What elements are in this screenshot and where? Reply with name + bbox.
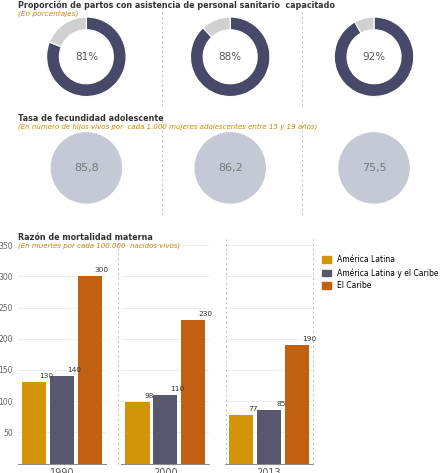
Bar [77,276,102,464]
Wedge shape [203,17,230,37]
Wedge shape [46,17,126,96]
Bar [257,411,281,464]
Text: Razón de mortalidad materna: Razón de mortalidad materna [18,233,153,242]
Text: Tasa de fecundidad adolescente: Tasa de fecundidad adolescente [18,114,164,123]
Circle shape [339,133,409,203]
Text: Proporción de partos con asistencia de personal sanitario  capacitado: Proporción de partos con asistencia de p… [18,1,335,10]
Wedge shape [190,17,270,96]
Text: 81%: 81% [75,52,98,62]
Text: 77: 77 [249,406,258,412]
Text: 86,2: 86,2 [218,163,243,173]
Text: 130: 130 [39,373,53,379]
Text: 190: 190 [302,336,316,342]
X-axis label: 1990: 1990 [50,468,74,473]
Circle shape [195,133,265,203]
Text: 75,5: 75,5 [362,163,386,173]
Wedge shape [50,17,86,47]
Legend: América Latina, América Latina y el Caribe, El Caribe: América Latina, América Latina y el Cari… [321,254,439,291]
Text: 88%: 88% [219,52,242,62]
Text: 300: 300 [95,267,109,273]
Text: 92%: 92% [363,52,386,62]
Bar [285,345,309,464]
Text: 110: 110 [170,386,185,392]
Text: 98: 98 [145,393,154,399]
Text: 140: 140 [67,367,81,373]
Circle shape [51,133,122,203]
Bar [126,403,150,464]
Text: (En número de hijos vivos por  cada 1.000 mujeres adolescentes entre 15 y 19 año: (En número de hijos vivos por cada 1.000… [18,124,317,131]
Text: 85: 85 [276,402,286,407]
Wedge shape [355,17,374,33]
Text: (En porcentajes): (En porcentajes) [18,10,78,17]
Bar [229,415,253,464]
Text: (En muertes por cada 100.000  nacidos vivos): (En muertes por cada 100.000 nacidos viv… [18,242,180,249]
X-axis label: 2013: 2013 [257,468,281,473]
X-axis label: 2000: 2000 [153,468,178,473]
Text: 230: 230 [198,311,212,317]
Wedge shape [334,17,414,96]
Bar [153,395,177,464]
Text: 85,8: 85,8 [74,163,99,173]
Bar [22,382,46,464]
Bar [181,320,205,464]
Bar [50,376,74,464]
